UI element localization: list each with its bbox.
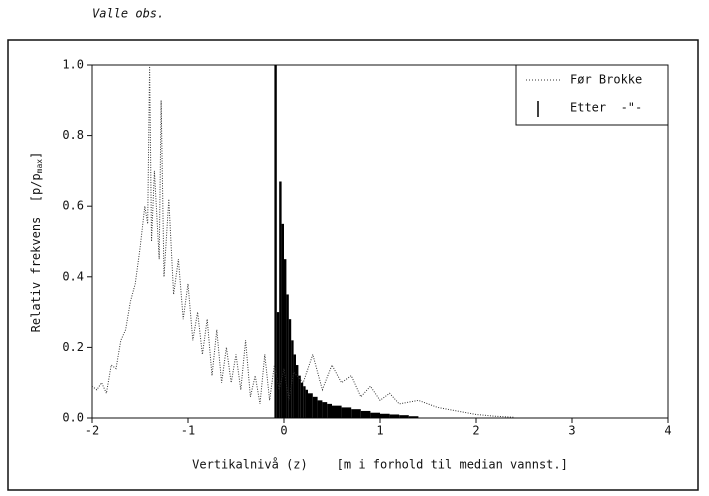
- bar: [332, 405, 342, 418]
- bar: [293, 354, 296, 418]
- x-tick-label: 2: [472, 424, 479, 438]
- y-label-sub: max: [35, 159, 44, 174]
- y-axis-label: Relativ frekvens [p/pmax]: [29, 152, 44, 333]
- frame: [7, 39, 699, 491]
- y-tick-label: 0.6: [62, 199, 84, 213]
- bar: [308, 393, 313, 418]
- bar: [317, 400, 323, 418]
- bar: [298, 375, 301, 418]
- legend: [515, 64, 669, 126]
- bar: [360, 410, 371, 418]
- bar: [312, 396, 318, 418]
- legend-label: Før Brokke: [570, 73, 642, 87]
- x-tick-label: -2: [85, 424, 99, 438]
- y-label-end: ]: [29, 152, 43, 159]
- x-tick-label: -1: [181, 424, 195, 438]
- y-tick-label: 1.0: [62, 58, 84, 72]
- x-tick-label: 0: [280, 424, 287, 438]
- chart-title: Valle obs.: [92, 7, 164, 21]
- bar: [399, 415, 409, 418]
- y-tick-label: 0.8: [62, 128, 84, 142]
- bar: [286, 294, 289, 418]
- y-tick-label: 0.2: [62, 340, 84, 354]
- bar: [274, 65, 277, 418]
- bar: [370, 412, 380, 418]
- x-tick-label: 1: [376, 424, 383, 438]
- legend-label: Etter -"-: [570, 101, 642, 115]
- bar: [389, 414, 400, 418]
- x-tick-label: 3: [568, 424, 575, 438]
- bar: [284, 259, 287, 418]
- bar: [305, 389, 308, 418]
- bar: [341, 407, 352, 418]
- y-label-main: Relativ frekvens [p/p: [29, 173, 43, 332]
- y-tick-label: 0.0: [62, 411, 84, 425]
- bar: [408, 416, 419, 418]
- bar: [322, 402, 328, 418]
- bar: [276, 312, 280, 418]
- bar: [351, 409, 361, 418]
- bar: [303, 386, 306, 418]
- bar: [291, 340, 294, 418]
- bar: [327, 403, 332, 418]
- bar: [380, 413, 390, 418]
- y-tick-label: 0.4: [62, 269, 84, 283]
- bar: [281, 223, 284, 418]
- bar: [279, 181, 282, 418]
- x-axis-label: Vertikalnivå (z) [m i forhold til median…: [192, 458, 568, 472]
- line: [91, 64, 515, 418]
- x-tick-label: 4: [664, 424, 671, 438]
- bar: [288, 319, 292, 418]
- bar: [296, 365, 299, 418]
- bar: [300, 382, 304, 418]
